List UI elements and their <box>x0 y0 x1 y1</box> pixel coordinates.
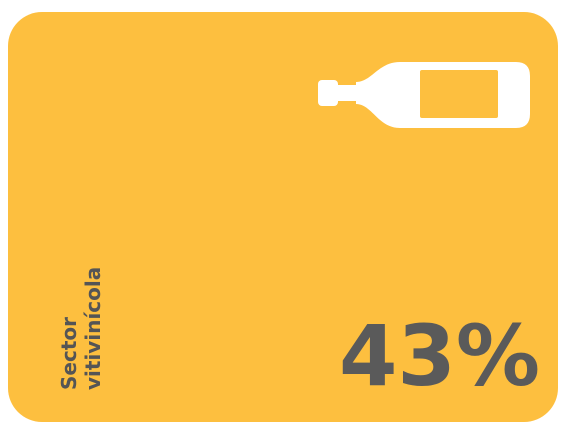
label-line: Sector <box>57 317 81 390</box>
bottle-icon <box>318 62 530 128</box>
label-line: vitivinícola <box>81 267 105 390</box>
stat-value: 43% <box>339 307 540 405</box>
